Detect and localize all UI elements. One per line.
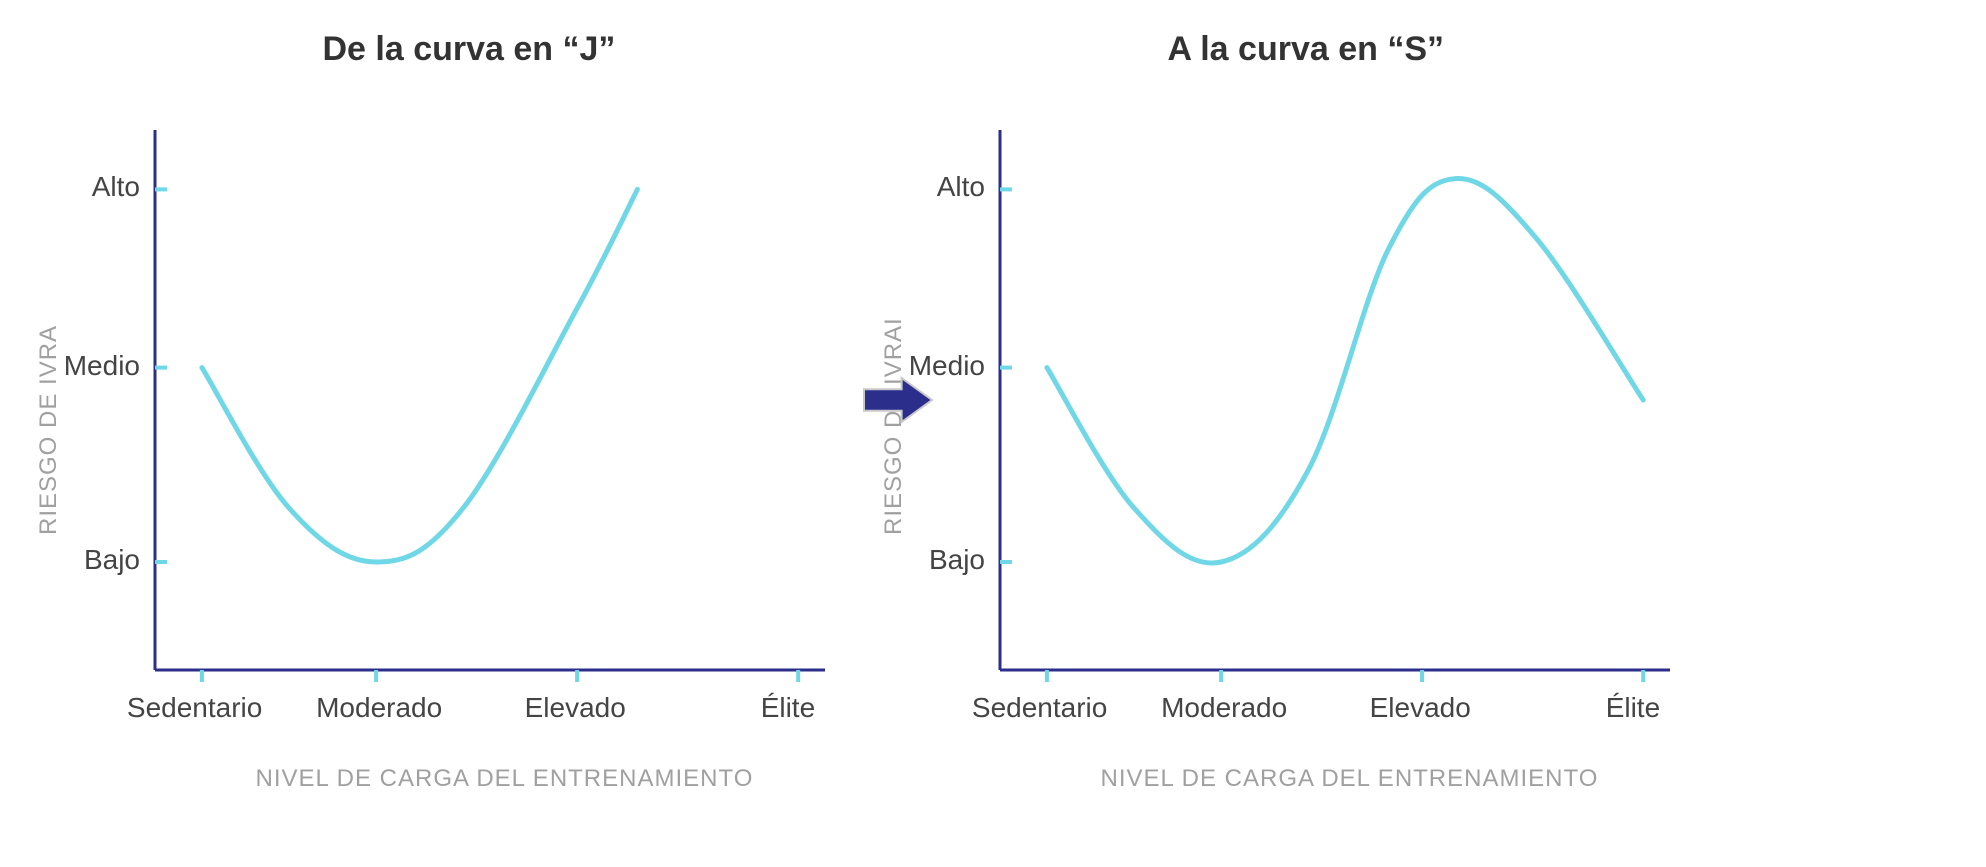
x-tick-label: Élite xyxy=(1606,692,1660,724)
y-tick-label: Bajo xyxy=(900,544,985,576)
x-tick-label: Élite xyxy=(761,692,815,724)
transition-arrow xyxy=(862,376,934,429)
arrow-icon xyxy=(862,376,934,424)
x-tick-label: Moderado xyxy=(1161,692,1287,724)
x-tick-label: Elevado xyxy=(1370,692,1471,724)
y-tick-label: Medio xyxy=(55,350,140,382)
right-chart-svg xyxy=(970,100,1700,700)
left-chart-title: De la curva en “J” xyxy=(323,30,616,69)
left-x-axis-label: NIVEL DE CARGA DEL ENTRENAMIENTO xyxy=(256,765,754,793)
left-chart-svg xyxy=(125,100,855,700)
x-tick-label: Elevado xyxy=(525,692,626,724)
x-tick-label: Sedentario xyxy=(972,692,1107,724)
x-tick-label: Sedentario xyxy=(127,692,262,724)
y-tick-label: Alto xyxy=(900,171,985,203)
right-chart-title: A la curva en “S” xyxy=(1168,30,1445,69)
y-tick-label: Alto xyxy=(55,171,140,203)
x-tick-label: Moderado xyxy=(316,692,442,724)
right-x-axis-label: NIVEL DE CARGA DEL ENTRENAMIENTO xyxy=(1101,765,1599,793)
y-tick-label: Bajo xyxy=(55,544,140,576)
